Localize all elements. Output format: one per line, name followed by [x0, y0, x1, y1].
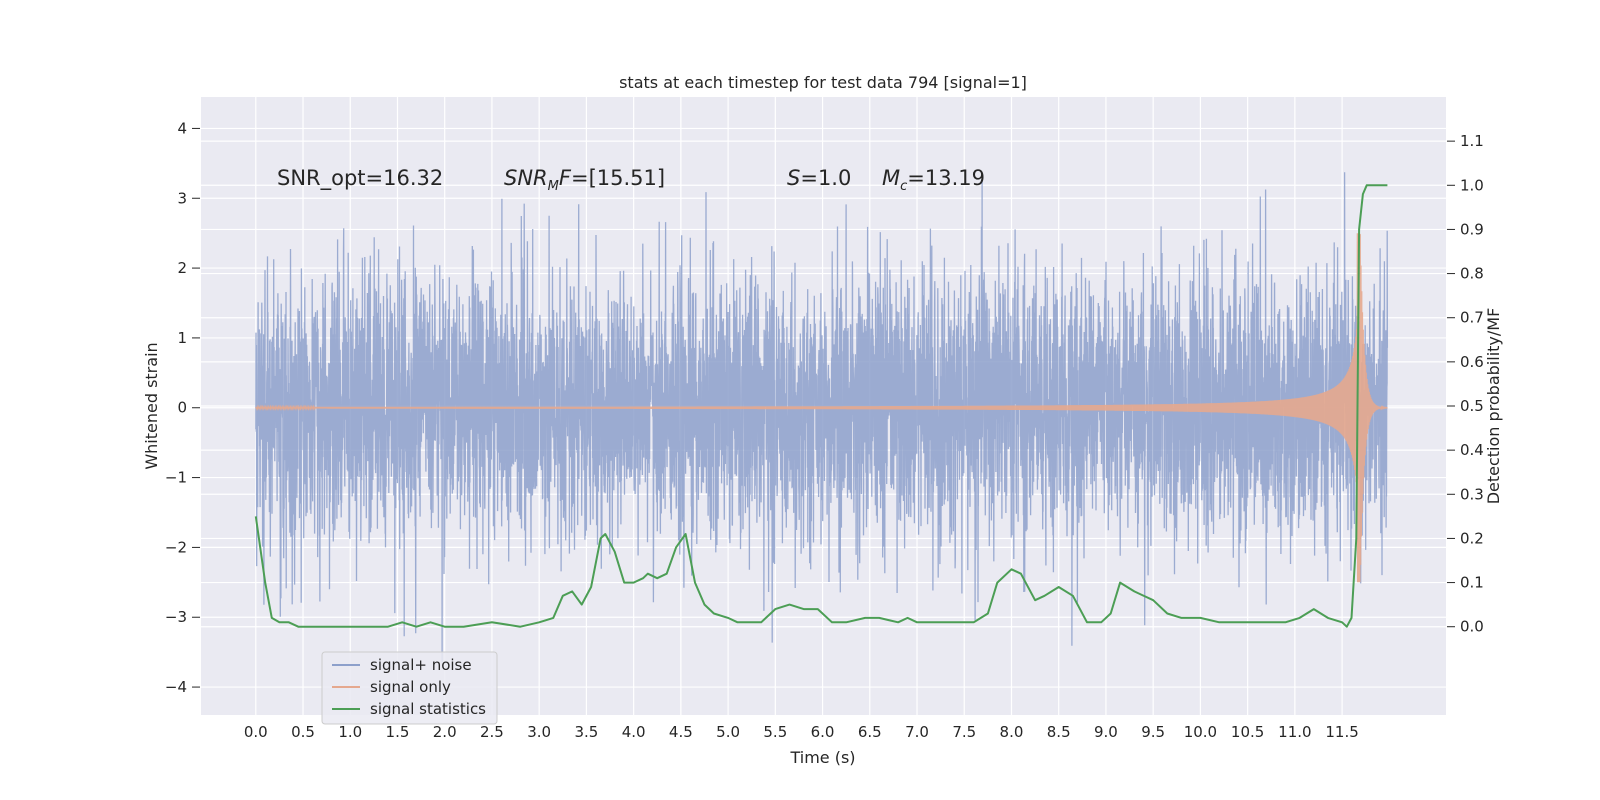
x-tick-label: 4.5	[669, 723, 693, 741]
y-left-tick-label: −1	[165, 469, 187, 487]
y-left-tick-label: 4	[177, 119, 187, 137]
y-right-tick-label: 0.9	[1460, 220, 1484, 238]
y-right-tick-label: 0.2	[1460, 529, 1484, 547]
annotation-snr-mf-list: [15.51]	[589, 166, 666, 190]
annotation-s-value: =1.0	[800, 166, 851, 190]
y-left-tick-label: −2	[165, 538, 187, 556]
y-left-tick-label: −4	[165, 678, 187, 696]
x-tick-label: 7.0	[905, 723, 929, 741]
x-tick-label: 1.0	[338, 723, 362, 741]
legend-label-signal-noise: signal+ noise	[370, 656, 472, 674]
annotation-mc-value: =13.19	[907, 166, 985, 190]
y-axis-right: 0.0 0.1 0.2 0.3 0.4 0.5 0.6 0.7 0.8 0.9 1.0 1.1	[1447, 132, 1484, 636]
x-tick-label: 11.0	[1278, 723, 1311, 741]
y-right-tick-label: 0.1	[1460, 574, 1484, 592]
y-axis-left-label: Whitened strain	[142, 342, 161, 469]
x-tick-label: 8.0	[1000, 723, 1024, 741]
y-left-tick-label: 1	[177, 329, 187, 347]
y-right-tick-label: 0.0	[1460, 618, 1484, 636]
y-left-tick-label: 2	[177, 259, 187, 277]
chart-title: stats at each timestep for test data 794…	[619, 73, 1027, 92]
signal-statistics-line	[254, 184, 1388, 628]
x-axis-label: Time (s)	[789, 748, 855, 767]
signal-only-line	[255, 233, 1388, 583]
annotation-snr-opt: SNR_opt=16.32	[277, 166, 443, 191]
signal-plus-noise-series	[255, 172, 1389, 663]
y-axis-right-label: Detection probability/MF	[1484, 308, 1503, 505]
legend-label-signal-only: signal only	[370, 678, 451, 696]
y-right-tick-label: 0.7	[1460, 309, 1484, 327]
x-tick-label: 4.0	[622, 723, 646, 741]
x-tick-label: 5.0	[716, 723, 740, 741]
x-tick-label: 7.5	[952, 723, 976, 741]
x-tick-label: 9.5	[1141, 723, 1165, 741]
x-tick-label: 11.5	[1325, 723, 1358, 741]
y-axis-left: −4 −3 −2 −1 0 1 2 3 4	[165, 119, 200, 696]
x-tick-label: 2.5	[480, 723, 504, 741]
x-tick-label: 6.5	[858, 723, 882, 741]
y-right-tick-label: 0.8	[1460, 265, 1484, 283]
x-tick-label: 0.5	[291, 723, 315, 741]
x-tick-label: 3.0	[527, 723, 551, 741]
x-tick-label: 9.0	[1094, 723, 1118, 741]
y-right-tick-label: 0.4	[1460, 441, 1484, 459]
signal-only-series	[255, 233, 1388, 583]
signal-plus-noise-line	[255, 172, 1389, 663]
annotation-mc: Mc=13.19	[882, 166, 985, 194]
y-right-tick-label: 0.6	[1460, 353, 1484, 371]
annotation-snr-mf: SNRMF=[15.51]	[504, 166, 665, 194]
signal-statistics-series	[254, 184, 1388, 628]
x-tick-label: 10.5	[1231, 723, 1264, 741]
x-axis: 0.0 0.5 1.0 1.5 2.0 2.5 3.0 3.5 4.0 4.5 5.0 5.5 6.0 6…	[244, 723, 1359, 741]
y-right-tick-label: 0.3	[1460, 485, 1484, 503]
legend: signal+ noise signal only signal statist…	[321, 651, 498, 725]
x-tick-label: 0.0	[244, 723, 268, 741]
x-tick-label: 8.5	[1047, 723, 1071, 741]
annotation-s: S=1.0	[787, 166, 851, 190]
y-right-tick-label: 1.1	[1460, 132, 1484, 150]
y-left-tick-label: −3	[165, 608, 187, 626]
x-tick-label: 6.0	[811, 723, 835, 741]
y-left-tick-label: 3	[177, 189, 187, 207]
annotation-snr-mf-value: =	[571, 166, 589, 190]
y-left-tick-label: 0	[177, 399, 187, 417]
x-tick-label: 5.5	[763, 723, 787, 741]
y-right-tick-label: 0.5	[1460, 397, 1484, 415]
x-tick-label: 3.5	[574, 723, 598, 741]
legend-label-signal-statistics: signal statistics	[370, 700, 486, 718]
x-tick-label: 1.5	[386, 723, 410, 741]
y-right-tick-label: 1.0	[1460, 176, 1484, 194]
x-tick-label: 10.0	[1184, 723, 1217, 741]
x-tick-label: 2.0	[433, 723, 457, 741]
